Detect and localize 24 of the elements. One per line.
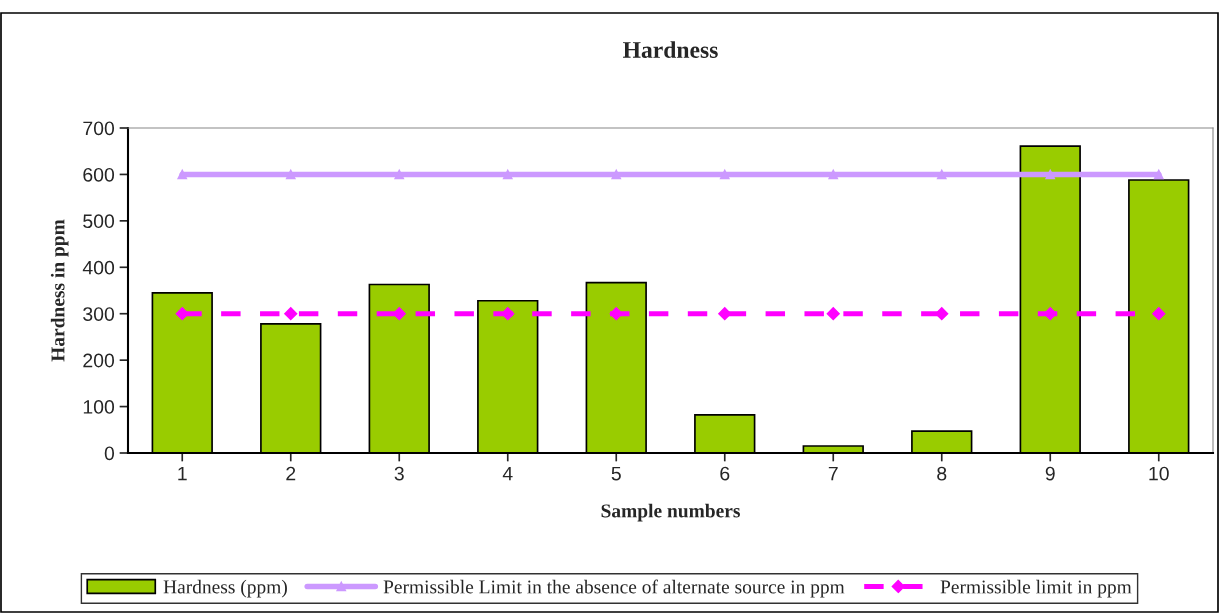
y-axis-title: Hardness in ppm	[50, 219, 69, 362]
y-tick-label: 600	[83, 167, 115, 182]
x-tick-label: 9	[1045, 466, 1055, 481]
x-tick-label: 7	[828, 466, 838, 481]
x-tick-label: 10	[1149, 466, 1169, 481]
y-tick-label: 300	[83, 307, 115, 321]
chart-title: Hardness	[623, 41, 718, 58]
y-tick-label: 500	[83, 214, 115, 229]
x-tick-label: 4	[502, 466, 513, 481]
y-tick-label: 700	[83, 121, 115, 136]
x-tick-label: 8	[937, 466, 947, 481]
legend-label: Hardness (ppm)	[163, 579, 287, 598]
x-tick-label: 5	[611, 466, 621, 481]
x-tick-label: 1	[178, 466, 187, 481]
y-tick-label: 200	[83, 353, 115, 368]
x-axis-title: Sample numbers	[601, 503, 740, 522]
y-tick-label: 0	[104, 446, 115, 461]
x-tick-label: 6	[720, 466, 730, 481]
x-tick-label: 2	[286, 466, 296, 481]
legend-label: Permissible limit in ppm	[940, 579, 1132, 598]
x-tick-label: 3	[394, 466, 404, 481]
y-tick-label: 100	[83, 400, 115, 414]
y-tick-label: 400	[82, 260, 115, 275]
legend-label: Permissible Limit in the absence of alternate source in ppm	[383, 579, 845, 598]
